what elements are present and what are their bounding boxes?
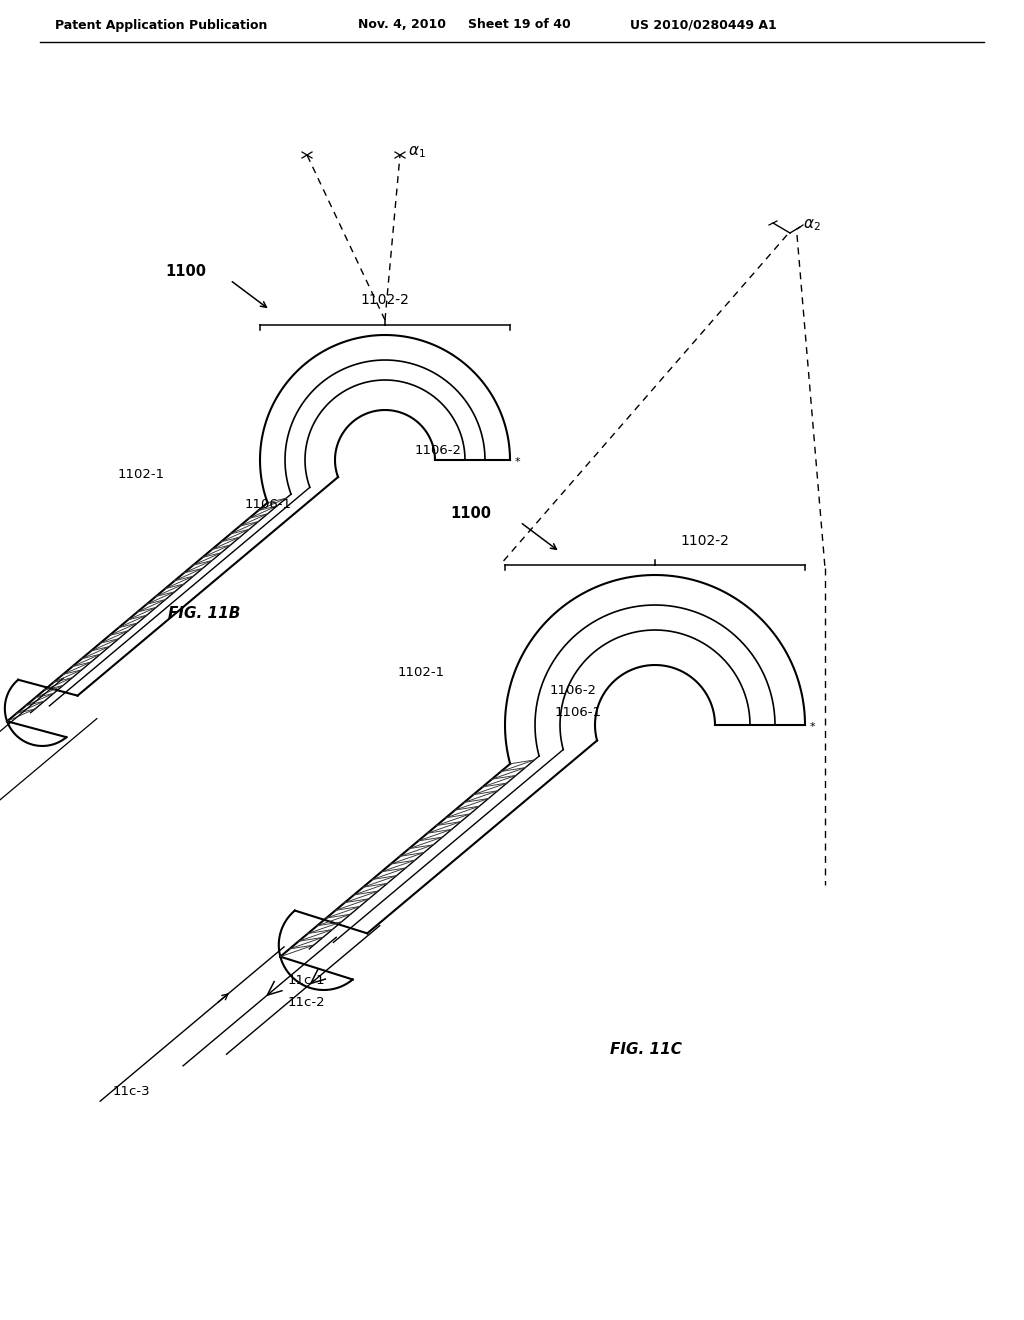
Text: Nov. 4, 2010: Nov. 4, 2010 xyxy=(358,18,446,32)
Text: *: * xyxy=(810,722,816,733)
Text: US 2010/0280449 A1: US 2010/0280449 A1 xyxy=(630,18,777,32)
Text: *: * xyxy=(515,457,520,467)
Text: FIG. 11C: FIG. 11C xyxy=(610,1043,682,1057)
Text: FIG. 11B: FIG. 11B xyxy=(168,606,241,620)
Text: Patent Application Publication: Patent Application Publication xyxy=(55,18,267,32)
Text: 1100: 1100 xyxy=(450,507,490,521)
Text: $\alpha_1$: $\alpha_1$ xyxy=(408,144,426,160)
Text: 1102-1: 1102-1 xyxy=(398,665,445,678)
Text: 1106-1: 1106-1 xyxy=(555,706,602,719)
Text: 1106-2: 1106-2 xyxy=(415,444,462,457)
Text: 1100: 1100 xyxy=(165,264,206,280)
Text: $\alpha_2$: $\alpha_2$ xyxy=(803,218,820,232)
Text: 1102-1: 1102-1 xyxy=(118,469,165,482)
Text: 11c-2: 11c-2 xyxy=(288,995,325,1008)
Text: Sheet 19 of 40: Sheet 19 of 40 xyxy=(468,18,570,32)
Text: 1102-2: 1102-2 xyxy=(681,535,729,548)
Text: 1106-1: 1106-1 xyxy=(245,499,292,511)
Text: 11c-1: 11c-1 xyxy=(288,974,325,986)
Text: 1106-2: 1106-2 xyxy=(550,684,597,697)
Text: 1102-2: 1102-2 xyxy=(360,293,410,308)
Text: 11c-3: 11c-3 xyxy=(113,1085,150,1098)
